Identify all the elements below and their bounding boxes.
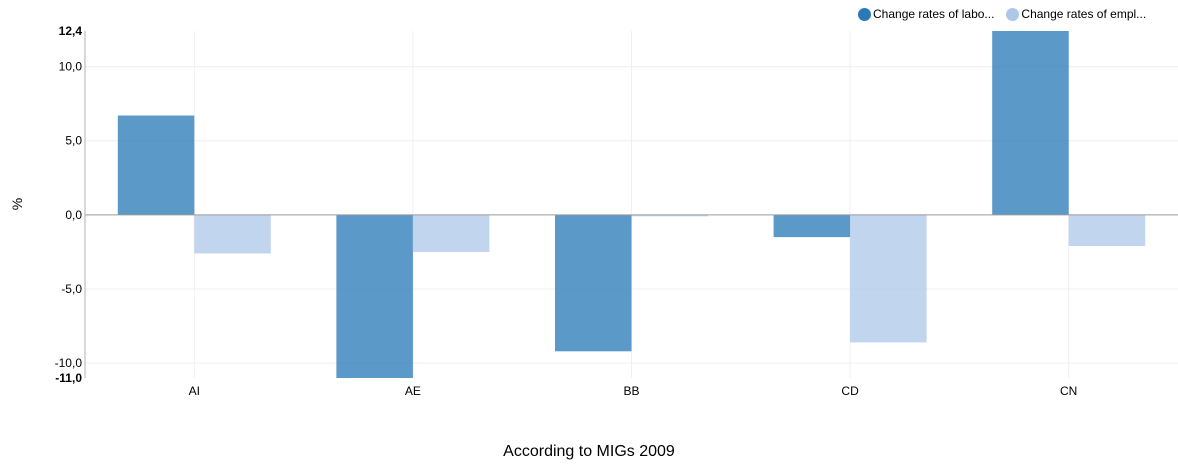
legend-item-series-2[interactable]: Change rates of empl... [1006, 7, 1146, 21]
y-tick-label: 0,0 [65, 208, 82, 222]
y-axis-label: % [9, 197, 25, 211]
bar-cn-series-2 [1068, 214, 1146, 247]
y-tick-label: 5,0 [65, 134, 82, 148]
legend-label-series-1: Change rates of labo... [873, 7, 995, 21]
bar-ai-series-2 [194, 214, 271, 254]
x-tick-label: CN [1060, 384, 1077, 398]
x-tick-label: CD [841, 384, 859, 398]
x-tick-label: BB [623, 384, 639, 398]
bar-ae-series-2 [412, 214, 490, 252]
legend-swatch-series-2 [1006, 7, 1020, 21]
bar-cd-series-2 [850, 214, 927, 343]
bar-bb-series-1 [554, 214, 632, 352]
bar-cd-series-1 [773, 214, 851, 238]
bar-ae-series-1 [336, 214, 413, 378]
legend-swatch-series-1 [858, 7, 871, 21]
bar-cn-series-1 [992, 31, 1069, 215]
y-tick-label: 12,4 [59, 24, 83, 38]
legend-item-series-1[interactable]: Change rates of labo... [858, 7, 994, 21]
y-tick-label: -10,0 [55, 356, 83, 370]
y-tick-label: -5,0 [61, 282, 82, 296]
legend-label-series-2: Change rates of empl... [1021, 7, 1147, 21]
y-tick-label: -11,0 [55, 371, 82, 385]
bar-bb-series-2 [631, 214, 709, 217]
bar-ai-series-1 [117, 115, 195, 215]
x-axis-label: According to MIGs 2009 [503, 443, 675, 460]
x-tick-label: AI [189, 384, 200, 398]
chart-legend: Change rates of labo... Change rates of … [858, 7, 1146, 21]
y-tick-label: 10,0 [59, 60, 83, 74]
x-tick-label: AE [405, 384, 421, 398]
